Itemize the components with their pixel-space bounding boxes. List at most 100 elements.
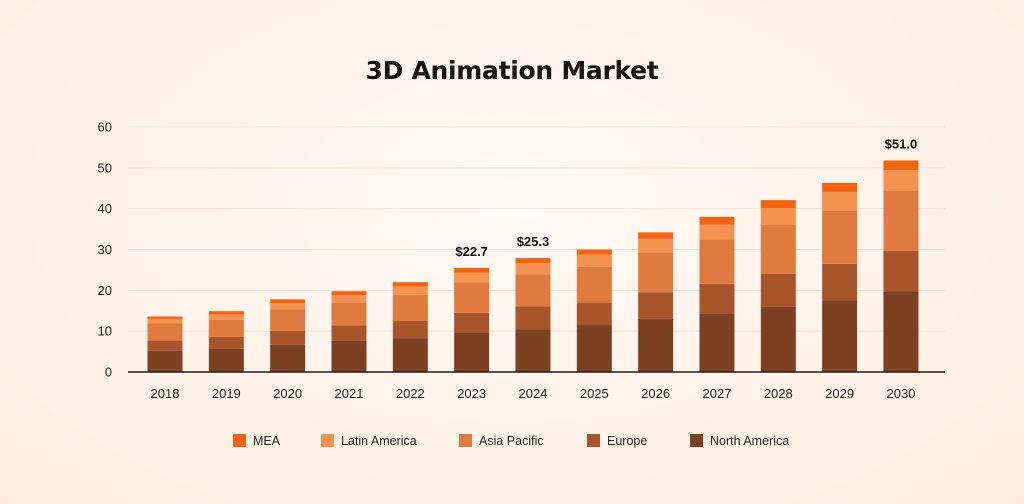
- bar-segment: [147, 323, 183, 341]
- data-label: $22.7: [455, 244, 488, 259]
- bar-segment: [270, 330, 306, 345]
- bar-segment: [331, 295, 367, 303]
- bar-segment: [331, 302, 367, 326]
- bar-segment: [392, 286, 428, 295]
- bar-segment: [822, 263, 858, 301]
- chart-title: 3D Animation Market: [365, 56, 659, 85]
- bar-segment: [147, 340, 183, 351]
- bar-segment: [576, 266, 612, 303]
- bar-segment: [331, 291, 367, 296]
- bar-segment: [454, 312, 490, 333]
- x-tick-label: 2030: [886, 386, 915, 401]
- x-tick-label: 2029: [825, 386, 854, 401]
- legend-swatch: [233, 434, 246, 447]
- x-tick-label: 2027: [703, 386, 732, 401]
- bar-segment: [638, 238, 674, 253]
- bar-segment: [270, 299, 306, 303]
- bar-segment: [699, 216, 735, 225]
- bar-segment: [147, 318, 183, 324]
- legend-label: North America: [710, 434, 789, 448]
- x-tick-label: 2024: [519, 386, 548, 401]
- x-tick-label: 2021: [335, 386, 364, 401]
- bar-segment: [147, 316, 183, 319]
- bar-segment: [147, 350, 183, 372]
- legend-swatch: [690, 434, 703, 447]
- bar-segment: [760, 208, 796, 225]
- bar-segment: [883, 291, 919, 372]
- bar-segment: [208, 336, 244, 349]
- bar-segment: [392, 320, 428, 339]
- bar-segment: [208, 314, 244, 320]
- x-tick-label: 2019: [212, 386, 241, 401]
- bar-segment: [576, 254, 612, 267]
- data-label: $51.0: [885, 136, 918, 151]
- bar-segment: [822, 191, 858, 211]
- bar-segment: [699, 283, 735, 314]
- y-tick-label: 10: [98, 324, 112, 339]
- bar-segment: [270, 302, 306, 310]
- bar-segment: [208, 311, 244, 315]
- y-tick-label: 0: [105, 365, 112, 380]
- legend-label: MEA: [253, 434, 281, 448]
- y-tick-label: 30: [98, 242, 112, 257]
- bar-segment: [515, 306, 551, 330]
- bar-segment: [331, 325, 367, 341]
- bar-segment: [454, 267, 490, 273]
- y-tick-label: 60: [98, 120, 112, 135]
- bar-segment: [515, 262, 551, 275]
- bar-segment: [699, 224, 735, 240]
- bar-segment: [760, 306, 796, 372]
- bar-segment: [883, 190, 919, 251]
- bar-segment: [760, 200, 796, 209]
- x-tick-label: 2028: [764, 386, 793, 401]
- bar-segment: [822, 210, 858, 264]
- bar-segment: [270, 344, 306, 372]
- bar-segment: [331, 340, 367, 372]
- bar-segment: [883, 160, 919, 171]
- bar-segment: [760, 225, 796, 274]
- bar-segment: [270, 309, 306, 331]
- bar-segment: [576, 249, 612, 255]
- bar-segment: [699, 239, 735, 284]
- bar-segment: [638, 318, 674, 372]
- bar-segment: [638, 232, 674, 239]
- bar-segment: [392, 338, 428, 372]
- bar-segment: [760, 274, 796, 307]
- bar-segment: [576, 302, 612, 326]
- bar-segment: [392, 294, 428, 321]
- bar-segment: [392, 282, 428, 287]
- bar-segment: [515, 258, 551, 263]
- bar-segment: [576, 325, 612, 372]
- legend-swatch: [587, 434, 600, 447]
- y-tick-label: 40: [98, 201, 112, 216]
- data-label: $25.3: [517, 234, 550, 249]
- x-tick-label: 2025: [580, 386, 609, 401]
- y-tick-label: 50: [98, 160, 112, 175]
- x-tick-label: 2018: [151, 386, 180, 401]
- y-tick-label: 20: [98, 283, 112, 298]
- legend-label: Europe: [607, 434, 647, 448]
- bar-segment: [638, 252, 674, 293]
- bar-segment: [883, 250, 919, 292]
- legend-label: Latin America: [341, 434, 417, 448]
- bar-segment: [638, 292, 674, 319]
- bar-segment: [454, 332, 490, 372]
- legend-swatch: [459, 434, 472, 447]
- x-tick-label: 2020: [273, 386, 302, 401]
- x-tick-label: 2026: [641, 386, 670, 401]
- x-tick-label: 2023: [457, 386, 486, 401]
- bar-segment: [515, 329, 551, 372]
- bar-segment: [208, 319, 244, 337]
- legend-swatch: [321, 434, 334, 447]
- bar-segment: [208, 348, 244, 372]
- bar-segment: [454, 282, 490, 313]
- bar-segment: [515, 274, 551, 307]
- bar-segment: [822, 300, 858, 372]
- bar-segment: [454, 272, 490, 283]
- bar-segment: [822, 182, 858, 192]
- legend-label: Asia Pacific: [479, 434, 544, 448]
- bar-segment: [883, 170, 919, 191]
- bar-segment: [699, 313, 735, 372]
